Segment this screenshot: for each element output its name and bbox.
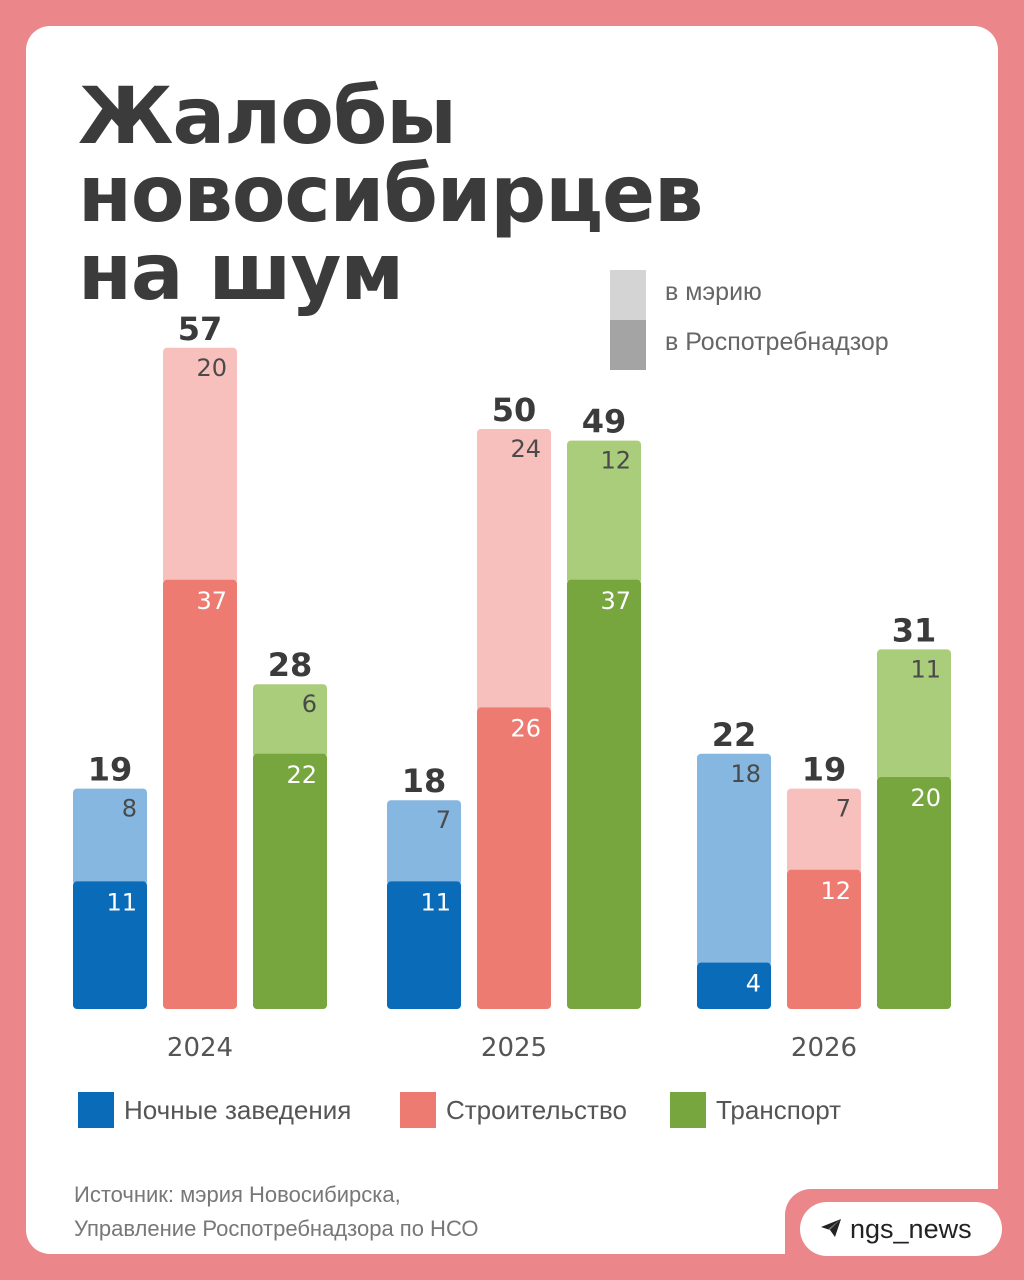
total-label-construction-2026: 19 — [802, 751, 847, 789]
bar-night-2025-rospotrebnadzor — [387, 881, 461, 1009]
legend-label-night: Ночные заведения — [124, 1095, 352, 1125]
value-label-construction-2024-rospotrebnadzor: 37 — [196, 587, 227, 615]
bar-construction-2026-meria — [787, 788, 861, 874]
bar-night-2024-rospotrebnadzor — [73, 881, 147, 1009]
shade-swatch-light — [610, 270, 646, 320]
shade-swatch-dark — [610, 320, 646, 370]
legend-label-transport: Транспорт — [716, 1095, 842, 1125]
bar-night-2026-meria — [697, 753, 771, 967]
value-label-construction-2025-rospotrebnadzor: 26 — [510, 714, 541, 742]
shade-label-light: в мэрию — [665, 278, 762, 306]
brand-badge[interactable]: ngs_news — [800, 1202, 1002, 1256]
x-tick-label-2026: 2026 — [791, 1033, 857, 1063]
value-label-night-2024-rospotrebnadzor: 11 — [106, 888, 137, 916]
x-tick-label-2025: 2025 — [481, 1033, 547, 1063]
value-label-transport-2026-meria: 11 — [910, 655, 941, 683]
telegram-plane-icon — [821, 1219, 841, 1237]
value-label-construction-2026-meria: 7 — [836, 795, 851, 823]
source-line-2: Управление Роспотребнадзора по НСО — [74, 1216, 479, 1241]
value-label-construction-2024-meria: 20 — [196, 354, 227, 382]
value-label-night-2026-rospotrebnadzor: 4 — [746, 970, 761, 998]
bar-night-2025-meria — [387, 800, 461, 886]
bar-night-2024-meria — [73, 788, 147, 886]
source-note: Источник: мэрия Новосибирска, Управление… — [74, 1178, 478, 1246]
title-line-2: новосибирцев — [78, 150, 703, 240]
total-label-night-2024: 19 — [88, 751, 133, 789]
stacked-bar-chart: 8111920375762228202471118242650123749202… — [73, 310, 951, 1063]
bar-construction-2025-meria — [477, 429, 551, 712]
value-label-night-2025-meria: 7 — [436, 806, 451, 834]
value-label-night-2026-meria: 18 — [730, 760, 761, 788]
total-label-transport-2026: 31 — [892, 611, 937, 649]
legend-swatch-construction — [400, 1092, 436, 1128]
legend-swatch-transport — [670, 1092, 706, 1128]
total-label-construction-2025: 50 — [492, 391, 537, 429]
bar-night-2026-rospotrebnadzor — [697, 962, 771, 1009]
legend-swatch-night — [78, 1092, 114, 1128]
bar-construction-2024-rospotrebnadzor — [163, 579, 237, 1009]
total-label-night-2025: 18 — [402, 762, 447, 800]
title-line-1: Жалобы — [78, 72, 457, 162]
value-label-transport-2024-rospotrebnadzor: 22 — [286, 761, 317, 789]
brand-label: ngs_news — [850, 1214, 972, 1244]
total-label-night-2026: 22 — [712, 716, 757, 754]
x-tick-label-2024: 2024 — [167, 1033, 233, 1063]
bar-transport-2025-rospotrebnadzor — [567, 579, 641, 1009]
value-label-construction-2026-rospotrebnadzor: 12 — [820, 877, 851, 905]
title-line-3: на шум — [78, 228, 404, 318]
total-label-construction-2024: 57 — [178, 310, 223, 348]
value-label-transport-2025-rospotrebnadzor: 37 — [600, 587, 631, 615]
value-label-transport-2026-rospotrebnadzor: 20 — [910, 784, 941, 812]
shade-label-dark: в Роспотребнадзор — [665, 328, 889, 356]
bar-transport-2026-rospotrebnadzor — [877, 777, 951, 1009]
bar-construction-2025-rospotrebnadzor — [477, 707, 551, 1009]
bar-construction-2024-meria — [163, 347, 237, 584]
value-label-construction-2025-meria: 24 — [510, 435, 541, 463]
bar-transport-2024-meria — [253, 684, 327, 758]
bar-construction-2026-rospotrebnadzor — [787, 869, 861, 1009]
value-label-transport-2024-meria: 6 — [302, 690, 317, 718]
total-label-transport-2024: 28 — [268, 646, 313, 684]
legend-label-construction: Строительство — [446, 1095, 627, 1125]
bar-transport-2025-meria — [567, 440, 641, 584]
chart-title: Жалобы новосибирцев на шум — [78, 72, 703, 318]
value-label-transport-2025-meria: 12 — [600, 447, 631, 475]
value-label-night-2025-rospotrebnadzor: 11 — [420, 888, 451, 916]
source-line-1: Источник: мэрия Новосибирска, — [74, 1182, 401, 1207]
total-label-transport-2025: 49 — [582, 403, 627, 441]
bar-transport-2024-rospotrebnadzor — [253, 753, 327, 1009]
bar-transport-2026-meria — [877, 649, 951, 781]
value-label-night-2024-meria: 8 — [122, 795, 137, 823]
